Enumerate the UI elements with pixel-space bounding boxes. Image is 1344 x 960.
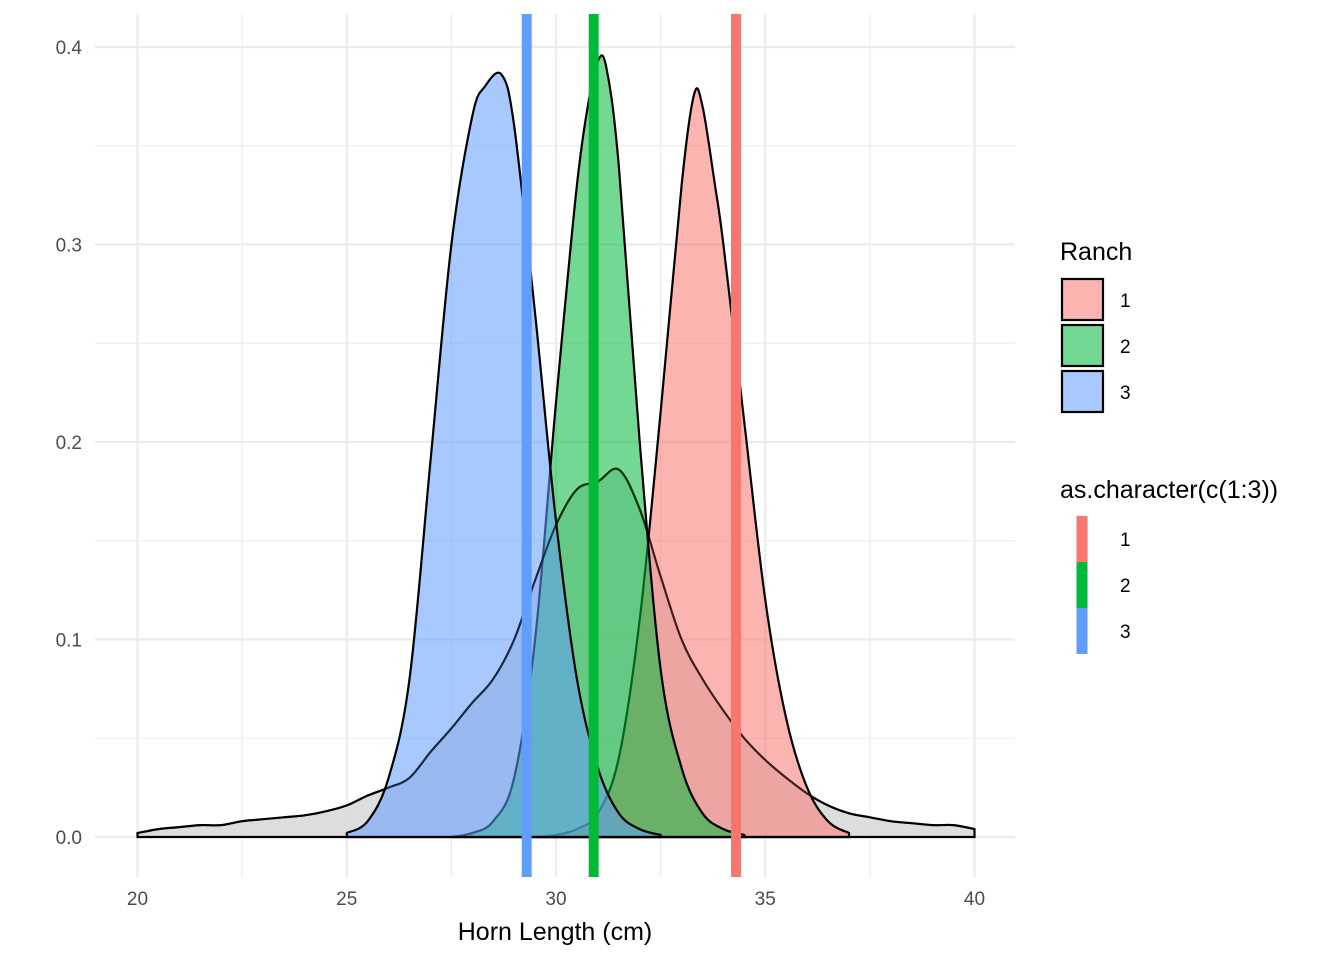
x-tick-label: 30 [545,889,566,910]
legend-key-box [1060,323,1105,368]
legend-label: 2 [1120,337,1131,358]
legend-label: 3 [1120,383,1131,404]
x-tick-label: 20 [127,889,148,910]
legend-title: as.character(c(1:3)) [1060,476,1278,504]
y-tick-label: 0.3 [56,236,82,257]
x-axis-ticks: 20 25 30 35 40 [127,889,985,910]
overall-density-outline [137,467,975,834]
x-tick-label: 40 [964,889,985,910]
mean-lines [521,14,741,877]
legend-key-box [1060,369,1105,414]
y-tick-label: 0.2 [56,433,82,454]
legend-label: 2 [1120,576,1131,597]
legend-label: 1 [1120,291,1131,312]
legend-ranch: Ranch 1 2 3 [1060,238,1132,414]
legend-label: 1 [1120,530,1131,551]
x-tick-label: 35 [755,889,776,910]
legend-title: Ranch [1060,238,1132,266]
legend-label: 3 [1120,622,1131,643]
x-tick-label: 25 [336,889,357,910]
legend-mean-lines: as.character(c(1:3)) 1 2 3 [1060,476,1278,654]
y-tick-label: 0.0 [56,828,82,849]
x-axis-title: Horn Length (cm) [458,918,653,946]
y-axis-ticks: 0.0 0.1 0.2 0.3 0.4 [56,38,83,849]
y-tick-label: 0.4 [56,38,83,59]
legend-key-box [1060,277,1105,322]
y-tick-label: 0.1 [56,631,82,652]
